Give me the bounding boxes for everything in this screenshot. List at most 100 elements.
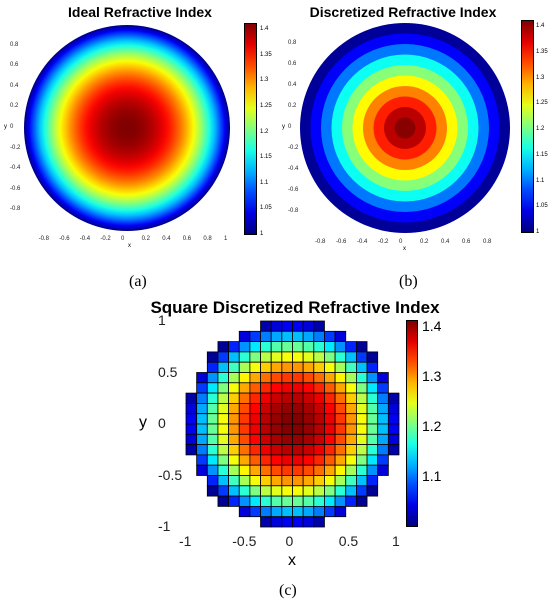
square-index-cell bbox=[292, 361, 304, 373]
square-index-cell bbox=[334, 485, 347, 497]
square-index-cell bbox=[217, 485, 229, 497]
square-index-cell bbox=[313, 382, 325, 394]
square-index-cell bbox=[270, 320, 283, 332]
square-index-cell bbox=[377, 382, 389, 394]
square-index-cell bbox=[313, 505, 325, 518]
square-index-cell bbox=[345, 392, 357, 404]
panel-b-colorbar-tick: 1 bbox=[536, 229, 540, 235]
square-index-cell bbox=[185, 433, 198, 445]
square-index-cell bbox=[324, 372, 336, 384]
square-index-cell bbox=[249, 495, 261, 507]
panel-b-xlabel: x bbox=[403, 246, 406, 252]
panel-c-xtick: -0.5 bbox=[232, 533, 257, 549]
square-index-cell bbox=[313, 433, 325, 445]
panel-b-xtick: 0.4 bbox=[441, 239, 450, 245]
panel-a-caption: (a) bbox=[129, 273, 147, 290]
panel-b-xtick: -0.2 bbox=[378, 239, 389, 245]
panel-b-colorbar-tick: 1.35 bbox=[536, 48, 548, 55]
square-index-cell bbox=[249, 464, 261, 476]
square-index-cell bbox=[334, 382, 347, 394]
square-index-cell bbox=[313, 413, 325, 425]
panel-a-colorbar-tick: 1.05 bbox=[260, 205, 272, 212]
square-index-cell bbox=[260, 454, 272, 466]
panel-c-ytick: -1 bbox=[158, 518, 171, 534]
square-index-cell bbox=[313, 495, 325, 507]
square-index-cell bbox=[206, 392, 219, 404]
square-index-cell bbox=[270, 433, 283, 445]
square-index-cell bbox=[260, 505, 272, 518]
square-index-cell bbox=[355, 372, 368, 384]
square-index-cell bbox=[366, 433, 379, 445]
square-index-cell bbox=[281, 454, 293, 466]
square-index-cell bbox=[281, 402, 293, 415]
square-index-cell bbox=[345, 464, 357, 476]
square-index-cell bbox=[302, 320, 315, 332]
square-index-cell bbox=[260, 516, 272, 528]
square-index-cell bbox=[228, 341, 240, 353]
square-index-cell bbox=[334, 392, 347, 404]
square-index-cell bbox=[196, 423, 208, 435]
square-index-cell bbox=[206, 361, 219, 373]
panel-a-xtick: -0.2 bbox=[100, 236, 111, 242]
square-index-cell bbox=[260, 433, 272, 445]
panel-a-xtick: 0 bbox=[121, 236, 125, 242]
square-index-cell bbox=[238, 413, 251, 425]
square-index-cell bbox=[238, 475, 251, 487]
square-index-cell bbox=[313, 361, 325, 373]
square-index-cell bbox=[228, 454, 240, 466]
square-index-cell bbox=[334, 402, 347, 415]
square-index-cell bbox=[302, 372, 315, 384]
square-index-cell bbox=[260, 402, 272, 415]
square-index-cell bbox=[313, 464, 325, 476]
panel-b-colorbar-tick: 1.4 bbox=[536, 23, 545, 30]
square-index-cell bbox=[249, 444, 261, 456]
panel-c-colorbar-tick: 1.3 bbox=[422, 368, 442, 384]
square-index-cell bbox=[366, 351, 379, 363]
square-index-cell bbox=[228, 361, 240, 373]
square-index-cell bbox=[302, 361, 315, 373]
square-index-cell bbox=[196, 454, 208, 466]
square-index-cell bbox=[228, 464, 240, 476]
square-index-cell bbox=[206, 475, 219, 487]
square-index-cell bbox=[302, 464, 315, 476]
square-index-cell bbox=[366, 475, 379, 487]
square-index-cell bbox=[281, 351, 293, 363]
panel-a-colorbar-tick: 1.4 bbox=[260, 26, 269, 33]
square-index-cell bbox=[334, 351, 347, 363]
square-index-cell bbox=[270, 413, 283, 425]
square-index-cell bbox=[249, 372, 261, 384]
square-index-cell bbox=[270, 444, 283, 456]
square-index-cell bbox=[355, 392, 368, 404]
square-index-cell bbox=[281, 464, 293, 476]
square-index-cell bbox=[270, 516, 283, 528]
square-index-cell bbox=[324, 464, 336, 476]
square-index-cell bbox=[302, 433, 315, 445]
square-index-cell bbox=[345, 361, 357, 373]
square-index-cell bbox=[260, 372, 272, 384]
panel-b-title: Discretized Refractive Index bbox=[309, 4, 497, 20]
square-index-cell bbox=[270, 392, 283, 404]
square-index-cell bbox=[196, 433, 208, 445]
panel-a-xtick: 0.4 bbox=[162, 236, 171, 242]
square-index-cell bbox=[260, 485, 272, 497]
square-index-cell bbox=[228, 433, 240, 445]
square-index-cell bbox=[217, 372, 229, 384]
square-index-cell bbox=[345, 454, 357, 466]
square-index-cell bbox=[260, 464, 272, 476]
square-index-cell bbox=[228, 485, 240, 497]
square-index-cell bbox=[228, 392, 240, 404]
square-index-cell bbox=[281, 475, 293, 487]
square-index-cell bbox=[217, 351, 229, 363]
panel-c-caption: (c) bbox=[279, 582, 297, 599]
square-index-cell bbox=[217, 392, 229, 404]
square-index-cell bbox=[238, 423, 251, 435]
square-index-cell bbox=[345, 341, 357, 353]
panel-c-xtick: 0.5 bbox=[338, 533, 359, 549]
square-index-cell bbox=[292, 372, 304, 384]
panel-a-xtick: -0.6 bbox=[59, 236, 70, 242]
square-index-cell bbox=[292, 475, 304, 487]
panel-b-xtick: 0.8 bbox=[483, 239, 492, 245]
ideal-index-disk bbox=[24, 25, 230, 231]
panel-b-ytick: 0 bbox=[288, 124, 292, 130]
panel-b-colorbar-tick: 1.15 bbox=[536, 151, 548, 158]
